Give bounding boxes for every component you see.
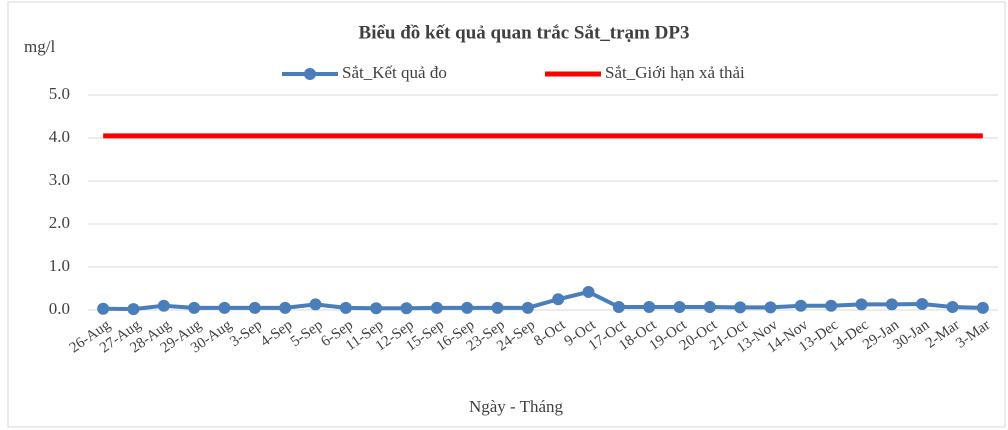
data-point [279, 301, 292, 314]
data-point [946, 300, 959, 313]
chart-border [7, 1, 1006, 428]
data-point [552, 293, 565, 306]
data-point [582, 285, 595, 298]
data-point [127, 303, 140, 316]
data-point [248, 301, 261, 314]
data-point [491, 301, 504, 314]
chart-title: Biểu đồ kết quả quan trắc Sắt_trạm DP3 [359, 22, 690, 43]
y-tick-label: 2.0 [49, 213, 70, 232]
y-axis-label: mg/l [24, 37, 55, 56]
data-point [734, 301, 747, 314]
data-point [157, 299, 170, 312]
data-point [339, 301, 352, 314]
data-point [430, 301, 443, 314]
data-point [309, 298, 322, 311]
y-tick-label: 1.0 [49, 256, 70, 275]
legend-label: Sắt_Giới hạn xả thải [605, 63, 745, 82]
data-point [643, 300, 656, 313]
data-point [703, 300, 716, 313]
data-point [461, 301, 474, 314]
data-point [370, 302, 383, 315]
y-tick-label: 0.0 [49, 299, 70, 318]
data-point [885, 298, 898, 311]
data-point [764, 301, 777, 314]
legend-label: Sắt_Kết quả đo [342, 63, 447, 82]
data-point [794, 299, 807, 312]
data-point [916, 297, 929, 310]
data-point [612, 300, 625, 313]
data-point [825, 299, 838, 312]
data-point [218, 301, 231, 314]
y-tick-label: 4.0 [49, 127, 70, 146]
y-tick-label: 3.0 [49, 170, 70, 189]
x-axis-label: Ngày - Tháng [469, 397, 564, 416]
data-point [521, 301, 534, 314]
data-point [855, 298, 868, 311]
data-point [188, 301, 201, 314]
data-point [673, 300, 686, 313]
data-point [97, 302, 110, 315]
data-point [400, 302, 413, 315]
data-point [976, 301, 989, 314]
legend-marker [304, 68, 316, 80]
y-tick-label: 5.0 [49, 84, 70, 103]
